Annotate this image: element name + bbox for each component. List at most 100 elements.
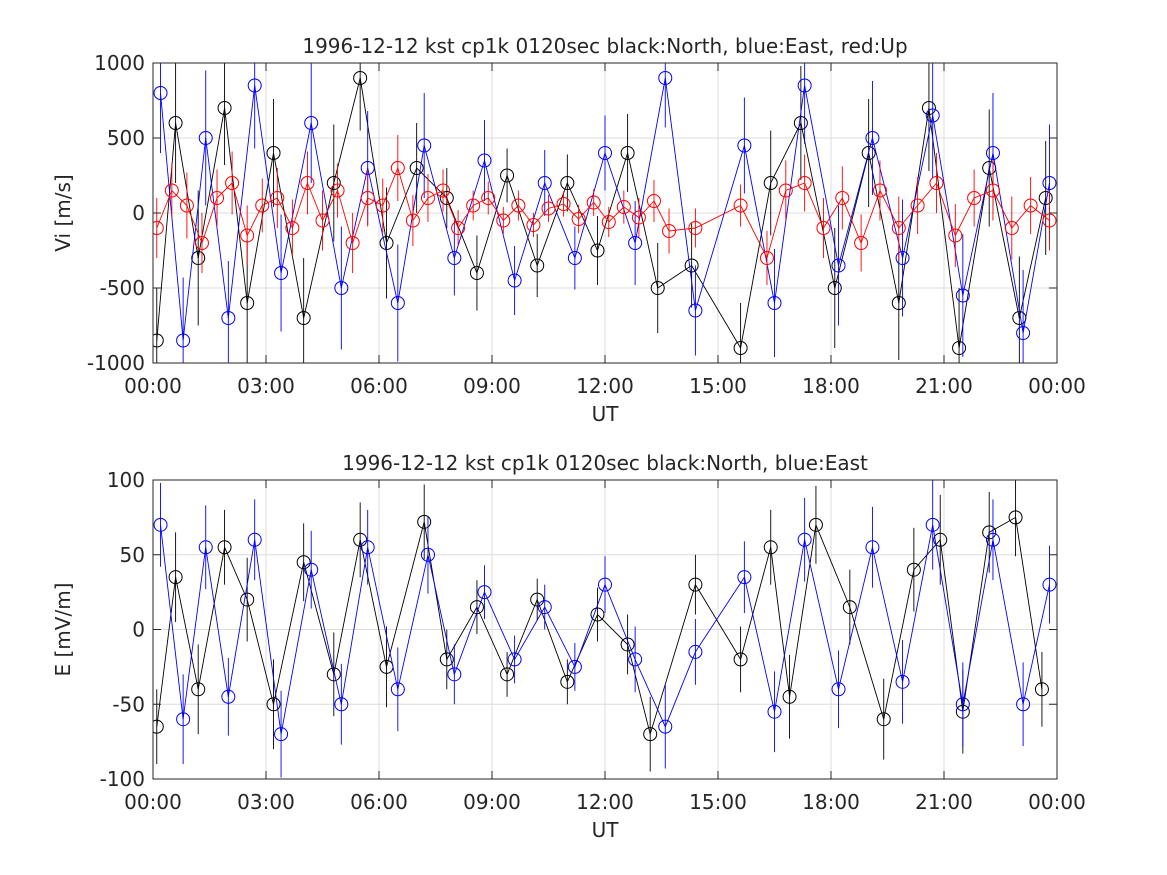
- series-up-point: [164, 183, 179, 198]
- series-up-point: [985, 183, 1000, 198]
- series-north-point: [952, 341, 967, 355]
- series-east-point: [567, 251, 582, 265]
- series-east-point: [865, 131, 880, 145]
- series-up-point: [285, 221, 300, 235]
- series-up-point: [948, 228, 963, 243]
- series-up-point: [300, 176, 315, 190]
- series-east-point: [334, 281, 349, 295]
- series-up-point: [778, 183, 793, 198]
- series-up-point: [375, 198, 390, 213]
- series-east-point: [598, 577, 612, 592]
- series-north-point: [982, 525, 997, 540]
- x-tick-label: 15:00: [689, 790, 747, 814]
- series-up-point: [255, 198, 270, 213]
- series-east-point: [477, 585, 492, 600]
- series-north-line: [156, 516, 1043, 736]
- series-north-point: [733, 341, 748, 355]
- x-tick-label: 00:00: [124, 374, 182, 398]
- series-east-point: [955, 697, 970, 712]
- series-up-point: [571, 212, 586, 226]
- series-up-point: [631, 210, 646, 225]
- series-up-point: [481, 191, 496, 205]
- series-north-point: [217, 101, 232, 115]
- series-north-point: [469, 266, 484, 280]
- series-east-point: [274, 266, 289, 280]
- series-north-point: [891, 296, 906, 310]
- series-up-point: [662, 224, 677, 238]
- series-up-point: [270, 191, 285, 205]
- series-up-point: [526, 218, 541, 232]
- x-tick-label: 18:00: [802, 374, 860, 398]
- series-up-point: [556, 197, 571, 211]
- series-north-point: [643, 727, 658, 742]
- series-north-point: [620, 637, 635, 652]
- series-east-point: [895, 251, 910, 265]
- chart-title: 1996-12-12 kst cp1k 0120sec black:North,…: [302, 34, 907, 58]
- series-up-point: [240, 228, 255, 243]
- series-east-point: [985, 532, 1000, 547]
- series-east-point: [507, 652, 522, 667]
- series-north-point: [353, 71, 368, 85]
- x-tick-label: 12:00: [576, 790, 634, 814]
- series-east-point: [628, 236, 643, 250]
- series-north-point: [763, 540, 778, 555]
- series-north-point: [168, 116, 183, 130]
- series-north-point: [560, 176, 575, 190]
- series-east-point: [390, 296, 405, 310]
- series-up-point: [436, 183, 451, 198]
- series-up-point: [496, 213, 511, 228]
- series-east-point: [598, 146, 612, 160]
- series-east-point: [221, 311, 236, 325]
- series-east-point: [831, 258, 846, 273]
- series-up-point: [194, 236, 209, 250]
- series-east-point: [477, 153, 492, 168]
- series-up-point: [816, 221, 831, 235]
- efield-panel: 00:00 03:00 06:00 09:00 12:00 15:00 18:00 21:00…: [51, 451, 1086, 842]
- series-east-point: [304, 116, 319, 130]
- series-north-point: [153, 333, 164, 348]
- chart-title: 1996-12-12 kst cp1k 0120sec black:North,…: [342, 451, 868, 475]
- x-tick-label: 00:00: [1028, 374, 1086, 398]
- series-north-point: [684, 258, 699, 273]
- y-axis-label: Vi [m/s]: [51, 174, 75, 251]
- series-north-point: [266, 146, 281, 160]
- series-north-point: [191, 682, 206, 697]
- series-east-point: [567, 659, 582, 674]
- series-up-point: [420, 191, 435, 205]
- series-east-point: [688, 303, 703, 318]
- series-east-point: [737, 570, 752, 585]
- series-north-point: [842, 600, 857, 615]
- series-east-point: [658, 719, 673, 734]
- y-tick-label: -50: [112, 692, 145, 716]
- series-east-point: [985, 146, 1000, 160]
- series-north-point: [168, 570, 183, 585]
- series-up-point: [688, 221, 703, 235]
- series-up-point: [759, 251, 774, 265]
- series-north-point: [733, 652, 748, 667]
- series-north-point: [933, 532, 948, 547]
- series-east-point: [925, 108, 940, 123]
- x-axis-label: UT: [592, 402, 620, 426]
- series-east-point: [390, 682, 405, 697]
- series-north-point: [153, 719, 164, 734]
- x-tick-label: 21:00: [915, 374, 973, 398]
- series-east-point: [304, 562, 319, 577]
- series-north-point: [620, 146, 635, 160]
- series-north-point: [782, 689, 797, 704]
- x-tick-label: 09:00: [463, 790, 521, 814]
- series-up-point: [891, 221, 906, 235]
- series-up-point: [330, 183, 345, 198]
- series-north-point: [688, 577, 703, 592]
- series-up-point: [360, 191, 375, 205]
- series-east-point: [658, 71, 673, 85]
- series-up-point: [601, 215, 616, 229]
- x-tick-label: 18:00: [802, 790, 860, 814]
- series-east-point: [737, 138, 752, 153]
- x-tick-label: 06:00: [350, 790, 408, 814]
- x-tick-label: 21:00: [915, 790, 973, 814]
- series-north-point: [326, 667, 341, 682]
- series-east-point: [420, 547, 435, 562]
- series-north-point: [409, 161, 424, 175]
- x-tick-label: 00:00: [124, 790, 182, 814]
- series-east-point: [176, 333, 191, 348]
